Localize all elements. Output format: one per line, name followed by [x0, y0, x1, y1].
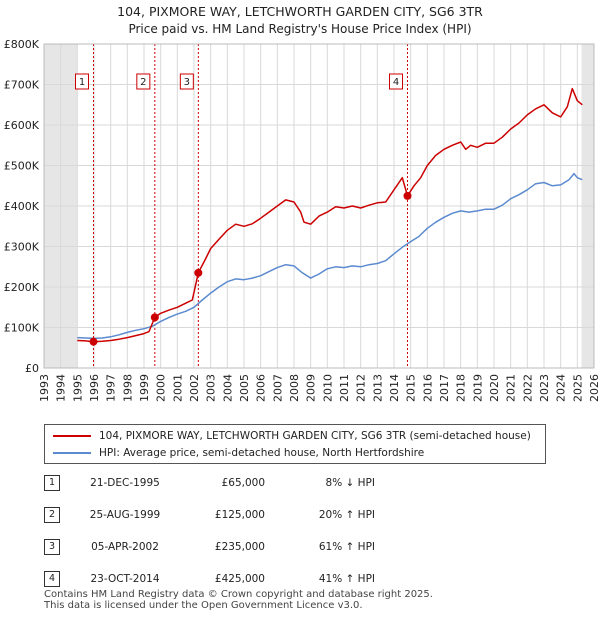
x-tick-label: 2013 — [371, 374, 384, 402]
sale-marker-box — [136, 73, 151, 90]
price-chart: 104, PIXMORE WAY, LETCHWORTH GARDEN CITY… — [4, 4, 600, 402]
sale-marker-label: 3 — [184, 77, 190, 88]
x-tick-label: 2020 — [488, 374, 501, 402]
sale-number-badge: 1 — [44, 475, 60, 491]
x-tick-label: 2005 — [238, 374, 251, 402]
x-tick-label: 2025 — [571, 374, 584, 402]
y-tick-label: £300K — [4, 241, 40, 254]
x-tick-label: 2007 — [271, 374, 284, 402]
sale-hpi-change: 8% ↓ HPI — [325, 477, 375, 489]
sale-hpi-change: 41% ↑ HPI — [318, 573, 375, 585]
sale-marker-box — [179, 73, 194, 90]
sale-hpi-change: 61% ↑ HPI — [318, 541, 375, 553]
sale-price: £235,000 — [214, 541, 265, 553]
sale-date: 23-OCT-2014 — [90, 573, 160, 585]
x-tick-label: 2003 — [205, 374, 218, 402]
x-tick-label: 2018 — [455, 374, 468, 402]
x-tick-label: 2011 — [338, 374, 351, 402]
x-tick-label: 2015 — [405, 374, 418, 402]
sale-row: 2 25-AUG-1999 £125,000 20% ↑ HPI — [40, 502, 560, 528]
footer-line-1: Contains HM Land Registry data © Crown c… — [44, 589, 433, 600]
x-tick-label: 1996 — [88, 374, 101, 402]
x-tick-label: 2024 — [555, 374, 568, 402]
x-tick-label: 2006 — [255, 374, 268, 402]
footer-line-2: This data is licensed under the Open Gov… — [44, 600, 363, 611]
x-tick-label: 2000 — [155, 374, 168, 402]
sale-price: £425,000 — [214, 573, 265, 585]
legend-swatch-hpi — [53, 452, 91, 454]
y-tick-label: £800K — [4, 38, 40, 51]
sale-price: £125,000 — [214, 509, 265, 521]
y-tick-label: £200K — [4, 281, 40, 294]
chart-subtitle: Price paid vs. HM Land Registry's House … — [128, 22, 471, 36]
legend-swatch-property — [53, 435, 91, 437]
x-tick-label: 2004 — [221, 374, 234, 402]
x-tick-label: 2014 — [388, 374, 401, 402]
sale-row: 4 23-OCT-2014 £425,000 41% ↑ HPI — [40, 566, 560, 592]
footer-attribution: Contains HM Land Registry data © Crown c… — [44, 589, 433, 611]
sale-date: 21-DEC-1995 — [90, 477, 160, 489]
x-tick-label: 2002 — [188, 374, 201, 402]
sale-date: 25-AUG-1999 — [89, 509, 161, 521]
sale-marker-box — [75, 73, 89, 90]
y-tick-label: £600K — [4, 119, 40, 132]
x-tick-label: 2001 — [171, 374, 184, 402]
x-tick-label: 2012 — [355, 374, 368, 402]
x-tick-label: 2016 — [421, 374, 434, 402]
sale-number-badge: 4 — [44, 571, 60, 587]
y-tick-label: £400K — [4, 200, 40, 213]
y-tick-label: £0 — [25, 362, 39, 375]
sale-hpi-change: 20% ↑ HPI — [318, 509, 375, 521]
sale-point — [89, 337, 98, 346]
sale-marker-box — [389, 73, 403, 90]
sale-point — [403, 191, 412, 200]
y-tick-label: £100K — [4, 322, 40, 335]
x-tick-label: 2017 — [438, 374, 451, 402]
x-tick-label: 2010 — [321, 374, 334, 402]
x-tick-label: 2022 — [521, 374, 534, 402]
x-tick-label: 2023 — [538, 374, 551, 402]
x-tick-label: 1999 — [138, 374, 151, 402]
chart-legend: 104, PIXMORE WAY, LETCHWORTH GARDEN CITY… — [44, 424, 546, 464]
sale-row: 3 05-APR-2002 £235,000 61% ↑ HPI — [40, 534, 560, 560]
series-line-property — [77, 87, 583, 343]
sale-marker-label: 4 — [393, 77, 399, 88]
x-tick-label: 1993 — [38, 374, 51, 402]
sale-row: 1 21-DEC-1995 £65,000 8% ↓ HPI — [40, 470, 560, 496]
sale-point — [150, 313, 159, 322]
y-tick-label: £500K — [4, 160, 40, 173]
series-line-hpi — [77, 172, 583, 340]
sale-price: £65,000 — [221, 477, 265, 489]
sale-number-badge: 2 — [44, 507, 60, 523]
sale-date: 05-APR-2002 — [91, 541, 159, 553]
x-tick-label: 2021 — [505, 374, 518, 402]
x-tick-label: 1995 — [71, 374, 84, 402]
x-tick-label: 2019 — [471, 374, 484, 402]
x-tick-label: 1997 — [105, 374, 118, 402]
legend-label-property: 104, PIXMORE WAY, LETCHWORTH GARDEN CITY… — [99, 430, 531, 442]
x-tick-label: 2009 — [305, 374, 318, 402]
sale-number-badge: 3 — [44, 539, 60, 555]
chart-title: 104, PIXMORE WAY, LETCHWORTH GARDEN CITY… — [117, 4, 483, 19]
x-tick-label: 1998 — [121, 374, 134, 402]
y-tick-label: £700K — [4, 79, 40, 92]
x-tick-label: 1994 — [55, 374, 68, 402]
plot-frame — [43, 43, 595, 369]
x-tick-label: 2026 — [588, 374, 600, 402]
sale-marker-label: 1 — [79, 77, 85, 88]
sale-point — [194, 268, 203, 277]
legend-entry-property: 104, PIXMORE WAY, LETCHWORTH GARDEN CITY… — [53, 428, 531, 444]
sale-marker-label: 2 — [140, 77, 146, 88]
x-tick-label: 2008 — [288, 374, 301, 402]
legend-entry-hpi: HPI: Average price, semi-detached house,… — [53, 445, 424, 461]
legend-label-hpi: HPI: Average price, semi-detached house,… — [99, 447, 425, 459]
